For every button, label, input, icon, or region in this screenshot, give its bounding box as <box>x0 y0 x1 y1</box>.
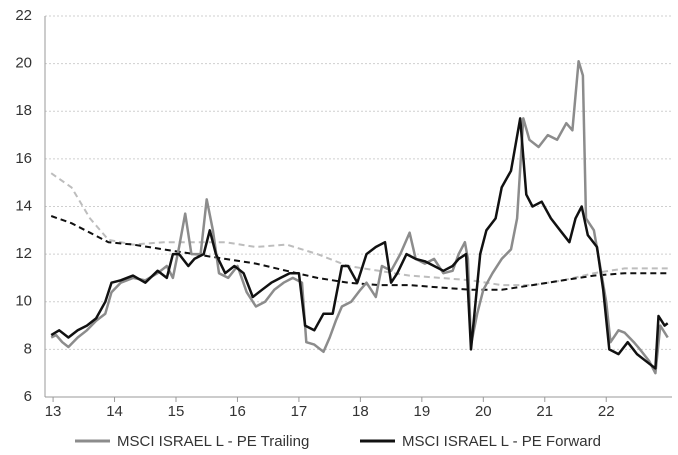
average-line <box>50 172 668 287</box>
y-tick-label: 10 <box>15 293 32 310</box>
series-line <box>50 117 669 370</box>
x-tick-label: 14 <box>106 403 123 420</box>
x-tick-label: 20 <box>475 403 492 420</box>
x-tick-label: 21 <box>536 403 553 420</box>
x-tick-label: 13 <box>45 403 62 420</box>
x-tick-label: 17 <box>291 403 308 420</box>
y-tick-label: 6 <box>24 388 32 405</box>
y-tick-label: 12 <box>15 245 32 262</box>
x-tick-label: 22 <box>598 403 615 420</box>
y-tick-label: 18 <box>15 102 32 119</box>
x-tick-label: 19 <box>414 403 431 420</box>
x-tick-label: 16 <box>229 403 246 420</box>
y-tick-label: 14 <box>15 197 32 214</box>
y-tick-label: 16 <box>15 150 32 167</box>
legend-label: MSCI ISRAEL L - PE Forward <box>402 433 601 450</box>
average-line <box>50 215 668 291</box>
x-tick-label: 15 <box>168 403 185 420</box>
legend-label: MSCI ISRAEL L - PE Trailing <box>117 433 309 450</box>
series-line <box>50 59 669 375</box>
x-tick-label: 18 <box>352 403 369 420</box>
y-tick-label: 22 <box>15 7 32 24</box>
y-tick-label: 8 <box>24 340 32 357</box>
y-tick-label: 20 <box>15 55 32 72</box>
